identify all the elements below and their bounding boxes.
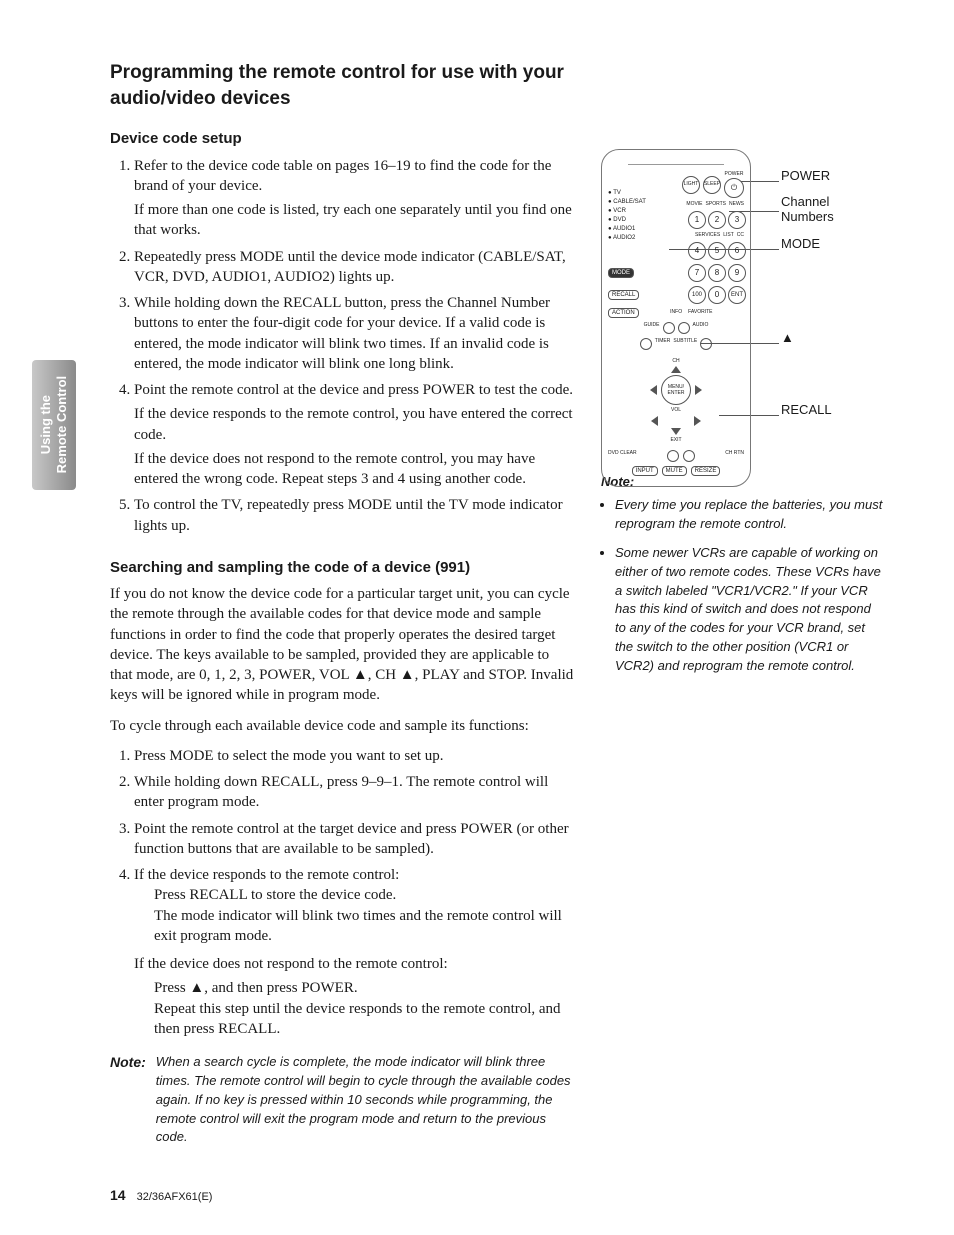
model-number: 32/36AFX61(E) (137, 1191, 213, 1203)
list-item: If the device responds to the remote con… (134, 865, 575, 1039)
left-arrow-icon (650, 385, 657, 395)
section2-intro2: To cycle through each available device c… (110, 716, 575, 736)
num-button: ENT (728, 286, 746, 304)
page-title: Programming the remote control for use w… (110, 60, 610, 111)
num-button: 6 (728, 242, 746, 260)
right-arrow-icon (695, 385, 702, 395)
menu-button: MENU/ ENTER (661, 375, 691, 405)
dpad: CH MENU/ ENTER VOL (608, 358, 744, 444)
right-arrow-icon (694, 416, 701, 426)
remote-figure: POWER Channel Numbers MODE ▲ RECALL TV C… (601, 149, 884, 449)
callout-up: ▲ (781, 329, 794, 347)
page-footer: 14 32/36AFX61(E) (110, 1186, 212, 1205)
action-button: ACTION (608, 308, 639, 318)
callout-mode: MODE (781, 235, 820, 253)
inline-note: Note: When a search cycle is complete, t… (110, 1053, 575, 1147)
recall-button: RECALL (608, 290, 639, 300)
mode-button: MODE (608, 268, 634, 278)
section2-list: Press MODE to select the mode you want t… (110, 746, 575, 1039)
list-item: Repeatedly press MODE until the device m… (134, 247, 575, 288)
num-button: 100 (688, 286, 706, 304)
list-item: Point the remote control at the device a… (134, 380, 575, 489)
num-button: 4 (688, 242, 706, 260)
list-item: Point the remote control at the target d… (134, 819, 575, 860)
device-list: TV CABLE/SAT VCR DVD AUDIO1 AUDIO2 (608, 189, 646, 243)
sleep-button: SLEEP (703, 176, 721, 194)
resize-button: RESIZE (691, 466, 721, 476)
num-button: 7 (688, 264, 706, 282)
up-arrow-icon (671, 366, 681, 373)
remote-body: TV CABLE/SAT VCR DVD AUDIO1 AUDIO2 LIGHT… (601, 149, 751, 487)
section2-intro: If you do not know the device code for a… (110, 584, 575, 706)
note-item: Every time you replace the batteries, yo… (615, 496, 884, 534)
section1-heading: Device code setup (110, 129, 575, 149)
num-button: 9 (728, 264, 746, 282)
down-arrow-icon (671, 428, 681, 435)
note-lead: Note: (110, 1053, 146, 1147)
num-button: 2 (708, 211, 726, 229)
num-button: 8 (708, 264, 726, 282)
light-button: LIGHT (682, 176, 700, 194)
section2-heading: Searching and sampling the code of a dev… (110, 558, 575, 578)
num-button: 5 (708, 242, 726, 260)
list-item: To control the TV, repeatedly press MODE… (134, 495, 575, 536)
list-item: Press MODE to select the mode you want t… (134, 746, 575, 766)
left-column: Device code setup Refer to the device co… (110, 129, 575, 1147)
input-button: INPUT (632, 466, 658, 476)
callout-power: POWER (781, 167, 830, 185)
page-number: 14 (110, 1187, 126, 1203)
list-item: While holding down RECALL, press 9–9–1. … (134, 772, 575, 813)
note-body: When a search cycle is complete, the mod… (156, 1053, 575, 1147)
note-item: Some newer VCRs are capable of working o… (615, 544, 884, 676)
left-arrow-icon (651, 416, 658, 426)
section1-list: Refer to the device code table on pages … (110, 156, 575, 536)
right-column: POWER Channel Numbers MODE ▲ RECALL TV C… (601, 129, 884, 1147)
callout-recall: RECALL (781, 401, 832, 419)
power-button: ⏻ (724, 178, 744, 198)
right-note: Note: Every time you replace the batteri… (601, 473, 884, 675)
mute-button: MUTE (662, 466, 687, 476)
page-content: Programming the remote control for use w… (0, 0, 954, 1187)
num-button: 0 (708, 286, 726, 304)
list-item: While holding down the RECALL button, pr… (134, 293, 575, 374)
sidebar-label: Using theRemote Control (38, 376, 69, 474)
sidebar-tab: Using theRemote Control (32, 360, 76, 490)
num-button: 1 (688, 211, 706, 229)
callout-channel: Channel Numbers (781, 195, 884, 224)
list-item: Refer to the device code table on pages … (134, 156, 575, 241)
num-button: 3 (728, 211, 746, 229)
